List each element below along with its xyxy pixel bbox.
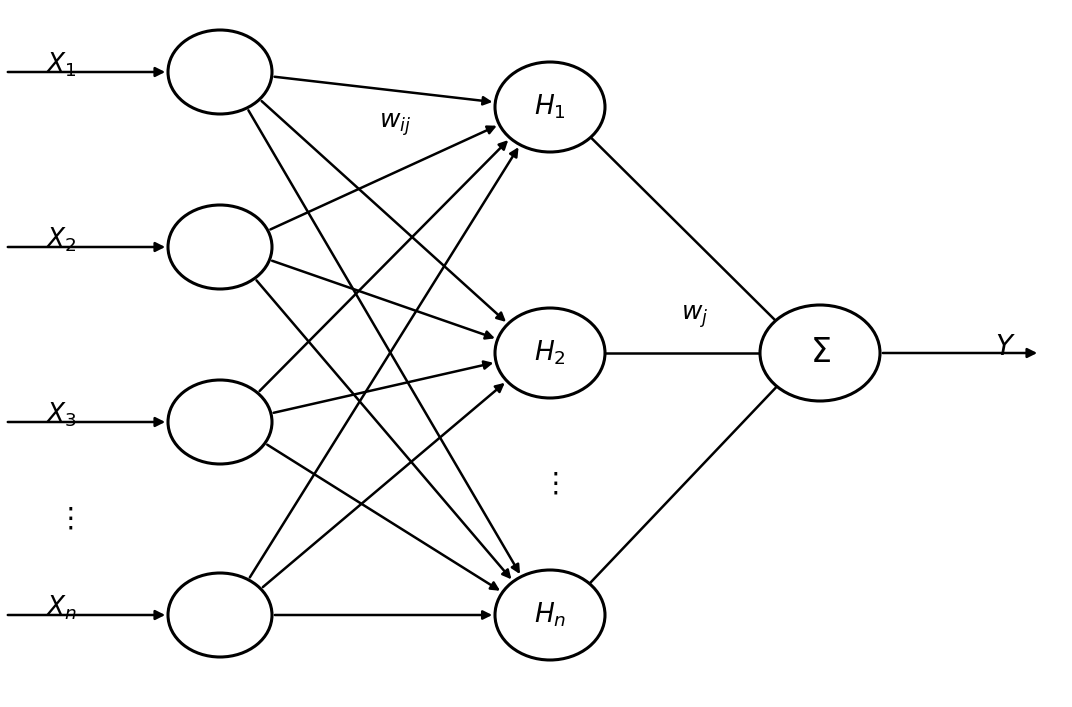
Text: $H_2$: $H_2$ [534,339,566,367]
Ellipse shape [168,205,272,289]
Text: $w_j$: $w_j$ [682,303,709,330]
Ellipse shape [495,62,605,152]
Text: $Y$: $Y$ [995,333,1015,361]
Text: $H_1$: $H_1$ [534,93,566,121]
Text: $\Sigma$: $\Sigma$ [809,337,831,370]
Text: $X_1$: $X_1$ [45,51,76,79]
Text: $w_{ij}$: $w_{ij}$ [378,112,411,139]
Ellipse shape [168,380,272,464]
Ellipse shape [168,573,272,657]
Text: $\vdots$: $\vdots$ [541,470,559,498]
Text: $X_3$: $X_3$ [45,401,76,429]
Text: $H_n$: $H_n$ [534,601,566,629]
Text: $X_n$: $X_n$ [45,594,77,622]
Ellipse shape [495,308,605,398]
Ellipse shape [168,30,272,114]
Ellipse shape [760,305,880,401]
Text: $\vdots$: $\vdots$ [57,505,74,533]
Text: $X_2$: $X_2$ [45,226,76,255]
Ellipse shape [495,570,605,660]
